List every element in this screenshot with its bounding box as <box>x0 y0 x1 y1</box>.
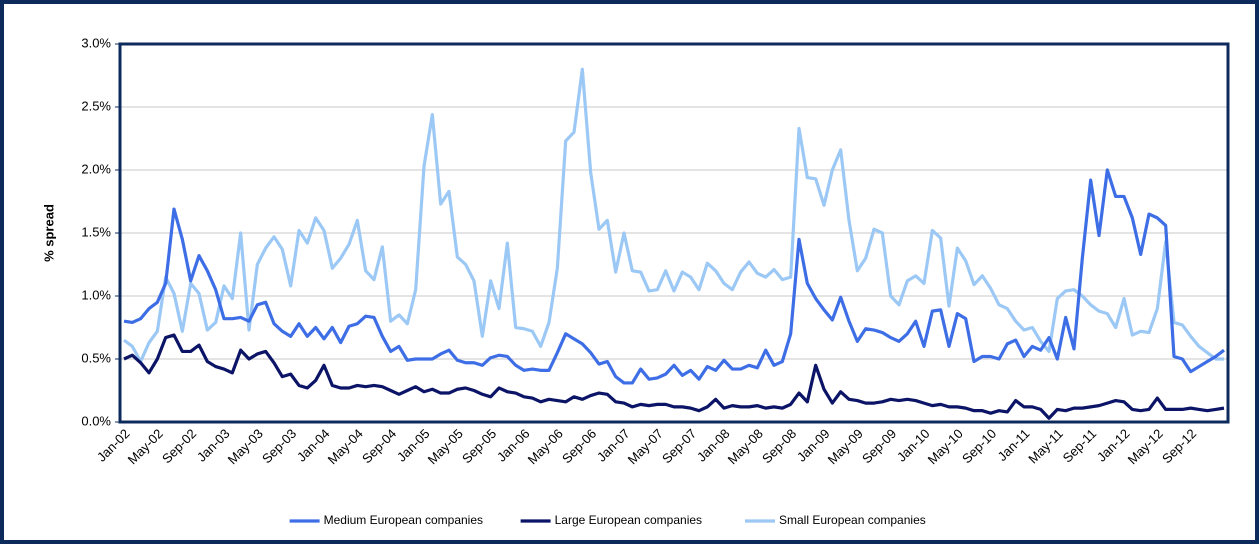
y-tick-label: 1.0% <box>81 287 111 302</box>
series-line <box>123 67 1224 364</box>
plot-border <box>118 42 1230 424</box>
legend-label: Small European companies <box>779 513 926 527</box>
legend-label: Large European companies <box>555 513 702 527</box>
y-tick-label: 0.0% <box>81 413 111 428</box>
y-axis-label: % spread <box>41 204 56 262</box>
y-tick-label: 2.0% <box>81 161 111 176</box>
y-tick-label: 1.5% <box>81 224 111 239</box>
series-line <box>123 168 1225 385</box>
y-tick-label: 3.0% <box>81 35 111 50</box>
series-line <box>123 333 1225 420</box>
y-tick-label: 2.5% <box>81 98 111 113</box>
y-tick-label: 0.5% <box>81 350 111 365</box>
legend-label: Medium European companies <box>324 513 483 527</box>
